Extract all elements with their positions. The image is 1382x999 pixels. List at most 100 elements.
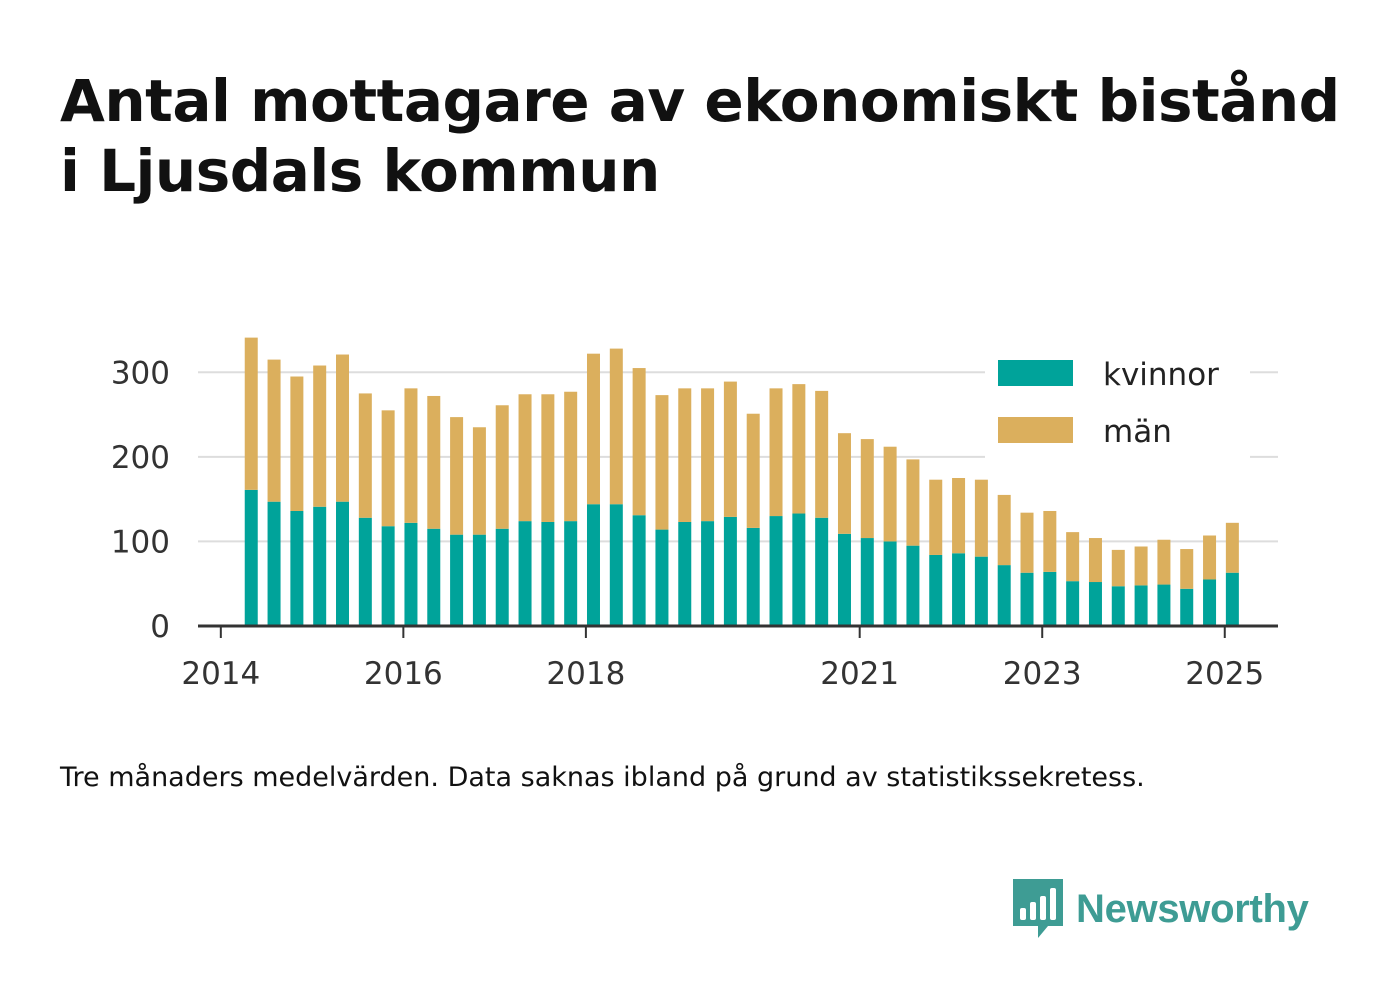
bar-kvinnor <box>1203 579 1217 626</box>
legend-label-kvinnor: kvinnor <box>1103 357 1219 393</box>
bar-män <box>1225 522 1239 573</box>
brand-name: Newsworthy <box>1076 886 1309 931</box>
bar-kvinnor <box>655 529 669 626</box>
x-tick-label: 2021 <box>820 656 899 692</box>
bar-män <box>860 439 874 539</box>
bar-kvinnor <box>678 521 692 626</box>
newsworthy-logo-icon <box>1013 879 1063 938</box>
y-tick-label: 300 <box>111 355 170 391</box>
bar-män <box>472 427 486 535</box>
bar-kvinnor <box>381 526 395 626</box>
bar-kvinnor <box>723 516 737 626</box>
bar-kvinnor <box>769 516 783 626</box>
bar-män <box>792 384 806 514</box>
bar-kvinnor <box>358 517 372 626</box>
bar-män <box>450 417 464 535</box>
legend-swatch-män <box>998 417 1073 443</box>
y-tick-label: 100 <box>111 524 170 560</box>
bar-män <box>427 395 441 529</box>
axes: 0 100 200 300 2014 2016 2018 2021 2023 2025 <box>111 355 1278 692</box>
bar-kvinnor <box>244 489 258 626</box>
bar-kvinnor <box>906 545 920 626</box>
bar-kvinnor <box>313 506 327 626</box>
bar-män <box>632 368 646 516</box>
bar-kvinnor <box>929 554 943 626</box>
bar-kvinnor <box>860 538 874 626</box>
bar-kvinnor <box>952 553 966 626</box>
bar-kvinnor <box>518 521 532 626</box>
bar-kvinnor <box>450 534 464 626</box>
bar-kvinnor <box>404 522 418 626</box>
bar-män <box>518 394 532 522</box>
bar-män <box>952 478 966 554</box>
bar-kvinnor <box>267 501 281 626</box>
bar-män <box>1020 512 1034 573</box>
x-tick-label: 2018 <box>546 656 625 692</box>
bar-män <box>244 337 258 490</box>
bar-kvinnor <box>290 510 304 626</box>
bar-kvinnor <box>974 556 988 626</box>
bar-kvinnor <box>746 527 760 626</box>
bar-män <box>1066 532 1080 582</box>
legend-swatch-kvinnor <box>998 360 1073 386</box>
bar-kvinnor <box>586 504 600 626</box>
bar-män <box>358 393 372 518</box>
bar-män <box>564 391 578 522</box>
bar-kvinnor <box>1157 584 1171 626</box>
bar-män <box>701 388 715 522</box>
bar-män <box>1111 549 1125 587</box>
bar-män <box>997 494 1011 566</box>
bar-kvinnor <box>701 521 715 626</box>
bar-kvinnor <box>1043 571 1057 626</box>
bar-kvinnor <box>1225 572 1239 626</box>
bar-kvinnor <box>815 517 829 626</box>
bar-män <box>769 388 783 517</box>
bar-män <box>655 395 669 530</box>
bar-män <box>974 479 988 557</box>
bar-series <box>244 337 1239 626</box>
x-tick-label: 2025 <box>1185 656 1264 692</box>
bar-kvinnor <box>472 534 486 626</box>
legend-label-män: män <box>1103 414 1172 450</box>
bar-män <box>1180 549 1194 589</box>
x-tick-label: 2016 <box>364 656 443 692</box>
bar-kvinnor <box>1020 572 1034 626</box>
y-tick-label: 200 <box>111 440 170 476</box>
bar-män <box>1157 539 1171 585</box>
bar-män <box>1134 546 1148 586</box>
bar-män <box>906 459 920 546</box>
bar-män <box>495 405 509 529</box>
bar-män <box>837 433 851 534</box>
bar-kvinnor <box>997 565 1011 626</box>
bar-kvinnor <box>427 528 441 626</box>
bar-män <box>929 479 943 555</box>
footnote: Tre månaders medelvärden. Data saknas ib… <box>60 762 1145 793</box>
bar-kvinnor <box>1111 586 1125 626</box>
bar-män <box>723 381 737 517</box>
bar-kvinnor <box>1134 585 1148 626</box>
bar-män <box>883 446 897 542</box>
bar-män <box>1088 538 1102 583</box>
bar-män <box>267 359 281 502</box>
brand-logo[interactable]: Newsworthy <box>1010 876 1309 942</box>
bar-kvinnor <box>1066 581 1080 626</box>
bar-män <box>678 388 692 522</box>
bar-män <box>404 388 418 523</box>
bar-kvinnor <box>837 533 851 626</box>
bar-kvinnor <box>609 504 623 626</box>
bar-kvinnor <box>632 515 646 626</box>
legend: kvinnor män <box>985 348 1250 468</box>
bar-män <box>1043 510 1057 572</box>
bar-kvinnor <box>1180 588 1194 626</box>
bar-kvinnor <box>792 513 806 626</box>
bar-kvinnor <box>541 521 555 626</box>
stacked-bar-chart: 0 100 200 300 2014 2016 2018 2021 2023 2025 kvinn… <box>111 337 1278 692</box>
bar-kvinnor <box>1088 582 1102 626</box>
x-tick-label: 2023 <box>1003 656 1082 692</box>
bar-män <box>746 413 760 528</box>
y-tick-label: 0 <box>150 609 170 645</box>
bar-män <box>541 394 555 522</box>
bar-män <box>313 365 327 507</box>
bar-kvinnor <box>564 521 578 626</box>
bar-kvinnor <box>883 541 897 626</box>
